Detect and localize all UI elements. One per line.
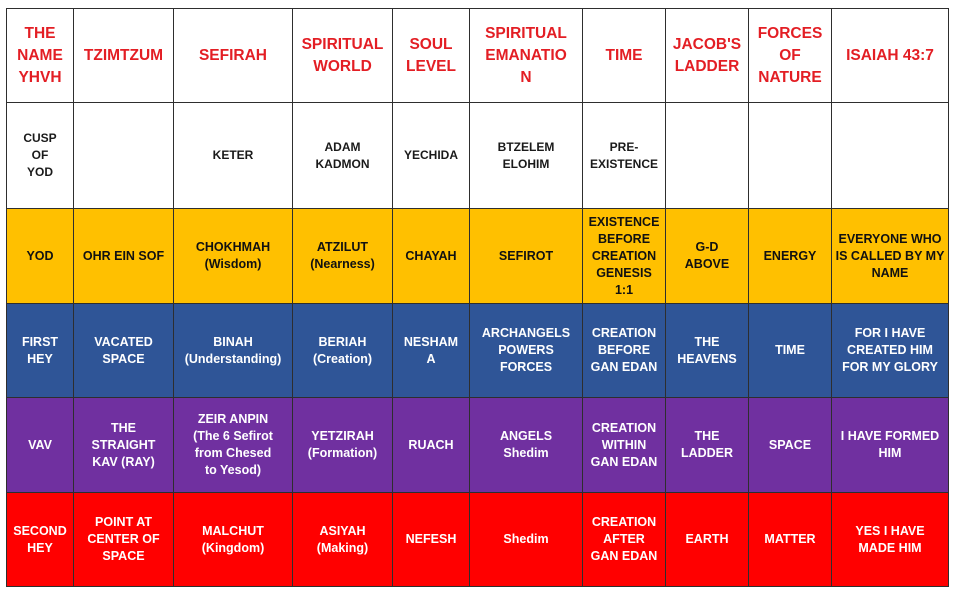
table-cell bbox=[665, 102, 749, 209]
table-cell: CREATION BEFORE GAN EDAN bbox=[582, 303, 666, 398]
table-cell bbox=[748, 102, 832, 209]
table-cell: Shedim bbox=[469, 492, 583, 587]
table-cell: YES I HAVE MADE HIM bbox=[831, 492, 949, 587]
table-cell: POINT AT CENTER OF SPACE bbox=[73, 492, 174, 587]
header-cell: JACOB'S LADDER bbox=[665, 8, 749, 103]
table-cell: FOR I HAVE CREATED HIM FOR MY GLORY bbox=[831, 303, 949, 398]
table-cell: EXISTENCE BEFORE CREATION GENESIS 1:1 bbox=[582, 208, 666, 304]
table-cell: SPACE bbox=[748, 397, 832, 493]
table-row: CUSP OF YOD KETER ADAM KADMON YECHIDA BT… bbox=[6, 102, 949, 209]
table-cell: VACATED SPACE bbox=[73, 303, 174, 398]
table-cell: MALCHUT (Kingdom) bbox=[173, 492, 293, 587]
table-cell bbox=[831, 102, 949, 209]
header-cell: SEFIRAH bbox=[173, 8, 293, 103]
table-cell: RUACH bbox=[392, 397, 470, 493]
table-cell: CUSP OF YOD bbox=[6, 102, 74, 209]
table-cell: NEFESH bbox=[392, 492, 470, 587]
table-cell bbox=[73, 102, 174, 209]
table-cell: ATZILUT (Nearness) bbox=[292, 208, 393, 304]
table-cell: ENERGY bbox=[748, 208, 832, 304]
table-cell: ASIYAH (Making) bbox=[292, 492, 393, 587]
header-cell: SPIRITUAL WORLD bbox=[292, 8, 393, 103]
table-cell: BINAH (Understanding) bbox=[173, 303, 293, 398]
table-cell: KETER bbox=[173, 102, 293, 209]
table-cell: CHOKHMAH (Wisdom) bbox=[173, 208, 293, 304]
table-cell: EVERYONE WHO IS CALLED BY MY NAME bbox=[831, 208, 949, 304]
table-cell: THE LADDER bbox=[665, 397, 749, 493]
table-cell: CHAYAH bbox=[392, 208, 470, 304]
table-cell: FIRST HEY bbox=[6, 303, 74, 398]
table-cell: SEFIROT bbox=[469, 208, 583, 304]
table-cell: TIME bbox=[748, 303, 832, 398]
header-cell: THE NAME YHVH bbox=[6, 8, 74, 103]
table-cell: VAV bbox=[6, 397, 74, 493]
table-cell: CREATION WITHIN GAN EDAN bbox=[582, 397, 666, 493]
table-cell: OHR EIN SOF bbox=[73, 208, 174, 304]
table-cell: G-D ABOVE bbox=[665, 208, 749, 304]
table-cell: ZEIR ANPIN (The 6 Sefirot from Chesed to… bbox=[173, 397, 293, 493]
table-row: SECOND HEY POINT AT CENTER OF SPACE MALC… bbox=[6, 492, 949, 587]
table-cell: THE HEAVENS bbox=[665, 303, 749, 398]
table-cell: ARCHANGELS POWERS FORCES bbox=[469, 303, 583, 398]
table-cell: CREATION AFTER GAN EDAN bbox=[582, 492, 666, 587]
header-cell: TIME bbox=[582, 8, 666, 103]
header-cell: SPIRITUAL EMANATIO N bbox=[469, 8, 583, 103]
table-cell: MATTER bbox=[748, 492, 832, 587]
table-cell: BERIAH (Creation) bbox=[292, 303, 393, 398]
table-cell: EARTH bbox=[665, 492, 749, 587]
table-row: FIRST HEY VACATED SPACE BINAH (Understan… bbox=[6, 303, 949, 398]
table-cell: PRE- EXISTENCE bbox=[582, 102, 666, 209]
header-row: THE NAME YHVH TZIMTZUM SEFIRAH SPIRITUAL… bbox=[6, 8, 949, 103]
table-cell: YECHIDA bbox=[392, 102, 470, 209]
table-cell: THE STRAIGHT KAV (RAY) bbox=[73, 397, 174, 493]
table-cell: NESHAM A bbox=[392, 303, 470, 398]
header-cell: TZIMTZUM bbox=[73, 8, 174, 103]
table-row: VAV THE STRAIGHT KAV (RAY) ZEIR ANPIN (T… bbox=[6, 397, 949, 493]
header-cell: FORCES OF NATURE bbox=[748, 8, 832, 103]
table-cell: ANGELS Shedim bbox=[469, 397, 583, 493]
correspondence-table: THE NAME YHVH TZIMTZUM SEFIRAH SPIRITUAL… bbox=[6, 8, 949, 587]
table-cell: SECOND HEY bbox=[6, 492, 74, 587]
table-cell: YOD bbox=[6, 208, 74, 304]
table-row: YOD OHR EIN SOF CHOKHMAH (Wisdom) ATZILU… bbox=[6, 208, 949, 304]
table-cell: I HAVE FORMED HIM bbox=[831, 397, 949, 493]
table-cell: BTZELEM ELOHIM bbox=[469, 102, 583, 209]
header-cell: ISAIAH 43:7 bbox=[831, 8, 949, 103]
header-cell: SOUL LEVEL bbox=[392, 8, 470, 103]
table-cell: YETZIRAH (Formation) bbox=[292, 397, 393, 493]
table-cell: ADAM KADMON bbox=[292, 102, 393, 209]
